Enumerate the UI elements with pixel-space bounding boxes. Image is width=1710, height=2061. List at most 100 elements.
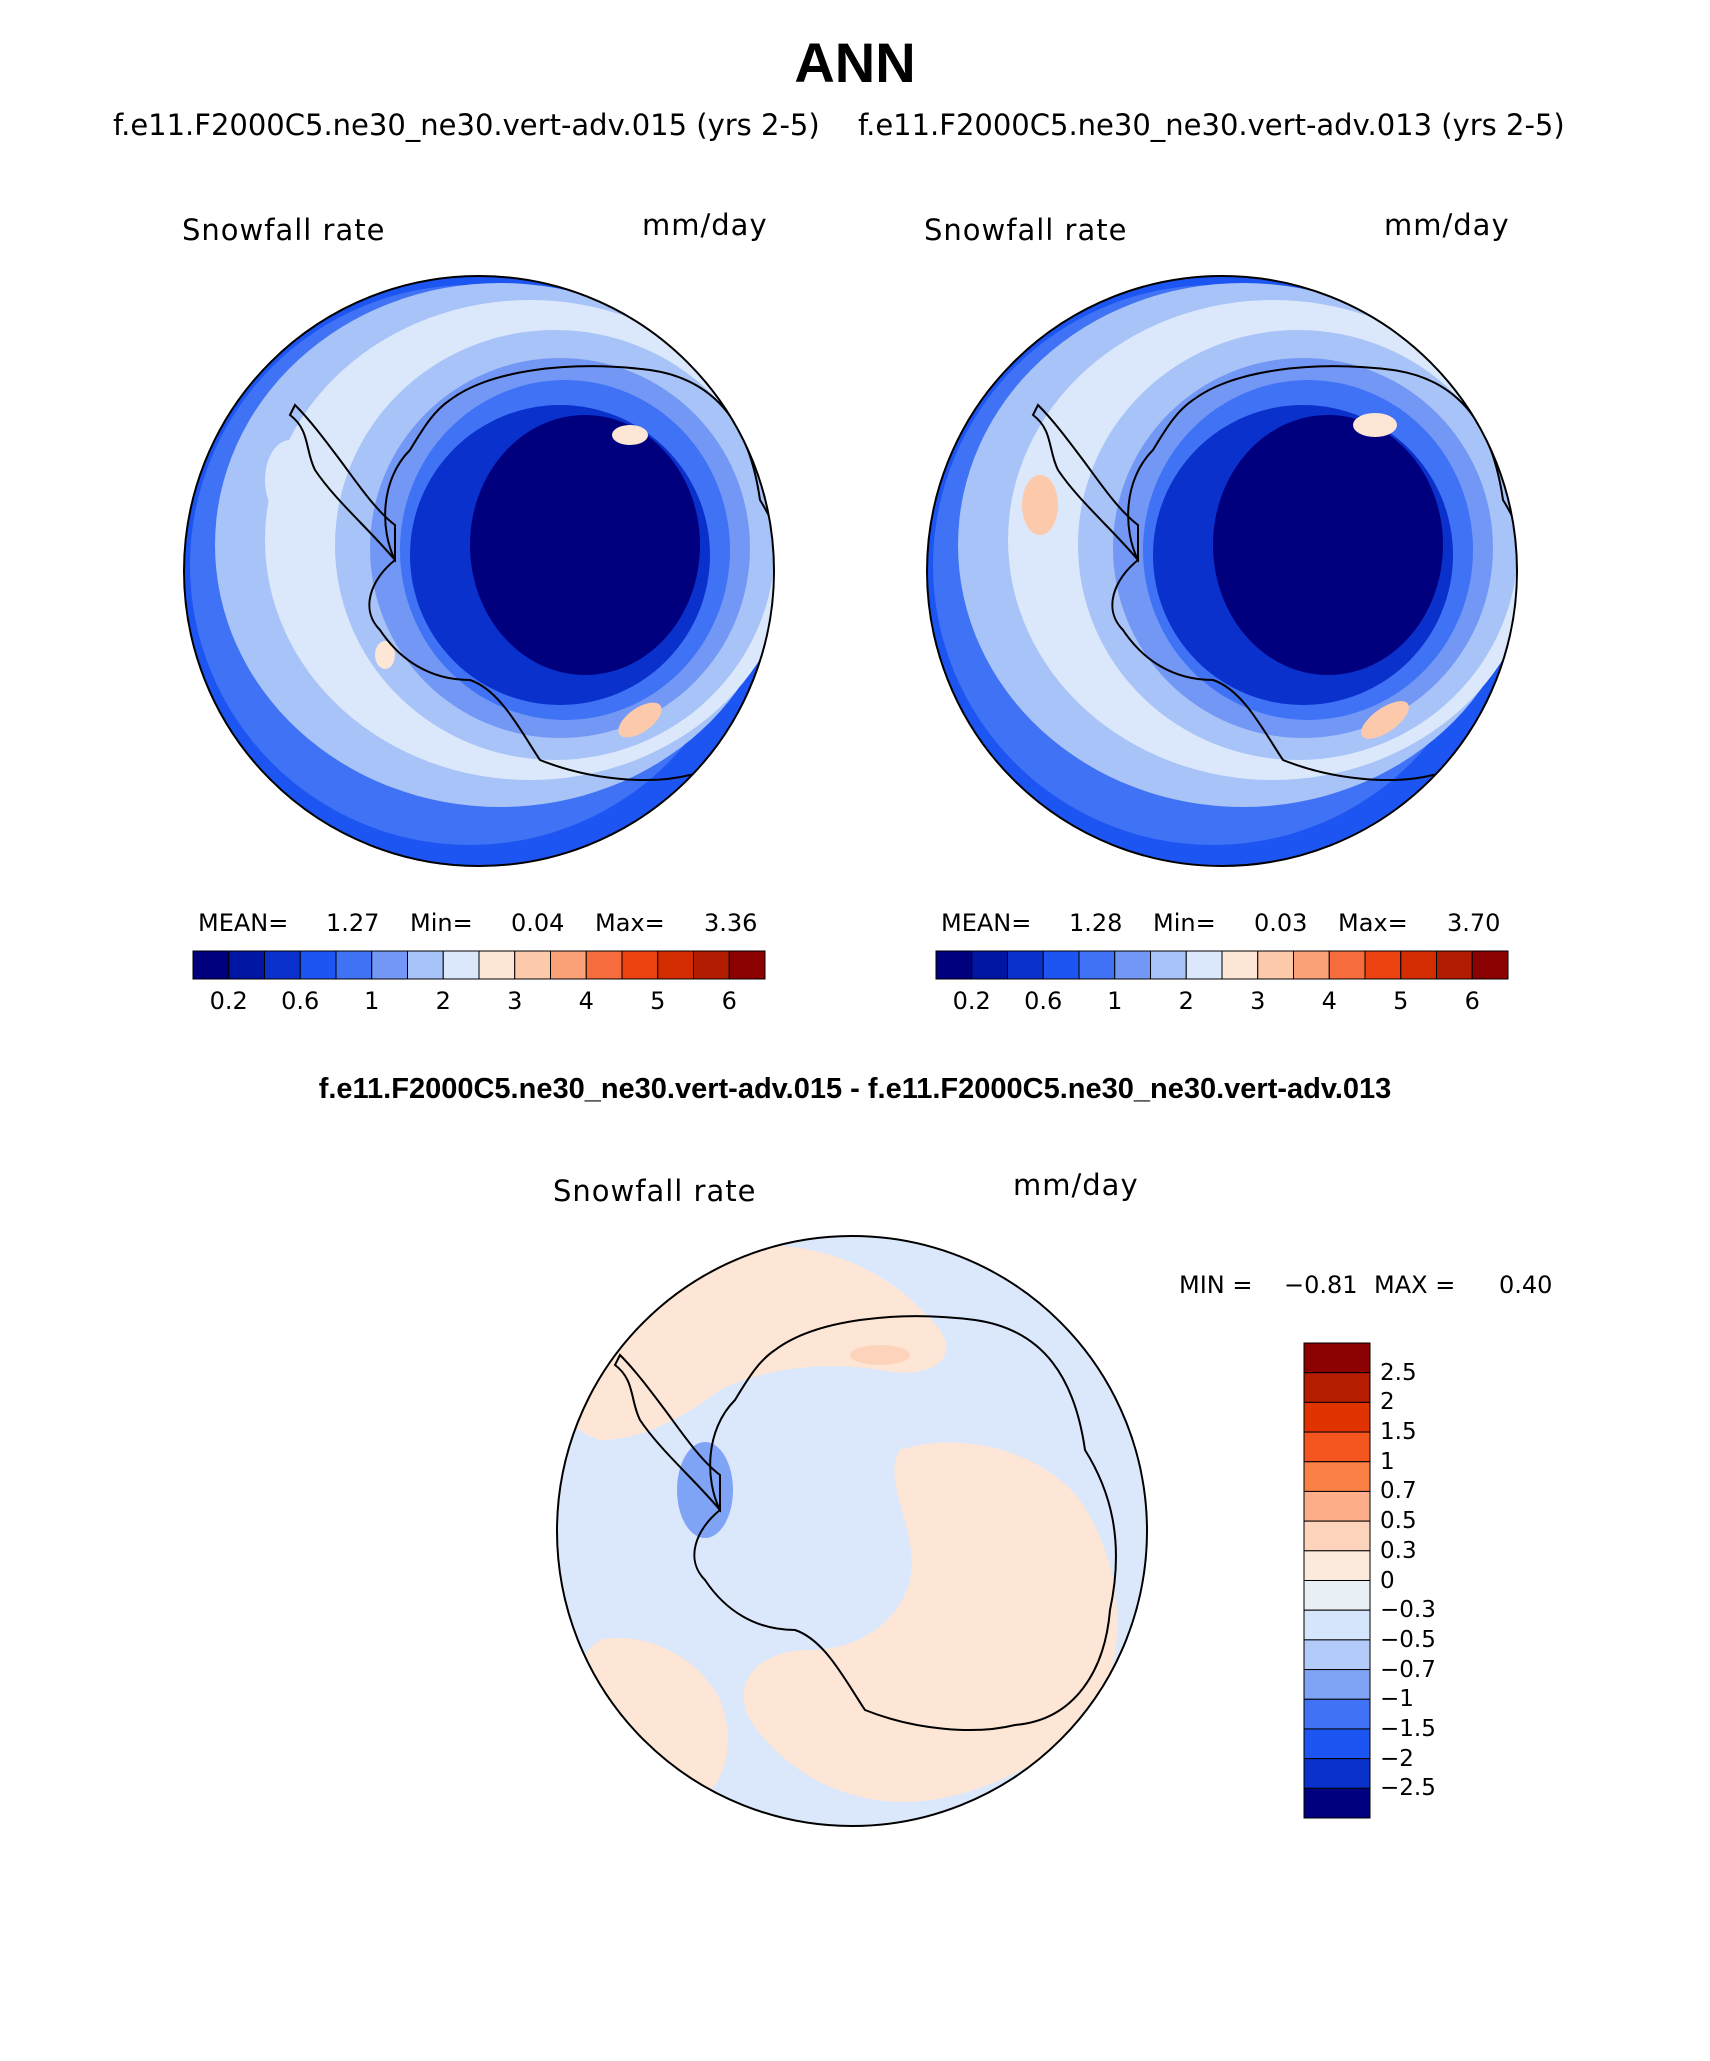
panel2-min-label: Min=	[1153, 909, 1216, 937]
panel2-colorbar-box	[1042, 950, 1080, 980]
panel1-colorbar-box	[371, 950, 408, 980]
difference-colorbar-box	[1303, 1728, 1371, 1760]
warm-patch-1	[618, 702, 662, 738]
panel2-colorbar-tick-label: 3	[1250, 987, 1266, 1015]
panel2-colorbar-tick-label: 0.2	[952, 987, 991, 1015]
panel1-colorbar	[192, 950, 766, 980]
difference-colorbar-box	[1303, 1669, 1371, 1700]
panel1-colorbar-box	[299, 950, 337, 980]
panel2-colorbar-tick-label: 1	[1107, 987, 1123, 1015]
difference-min-label: MIN =	[1179, 1271, 1253, 1299]
panel1-colorbar-tick-label: 1	[364, 987, 380, 1015]
panel2-colorbar-box	[1150, 950, 1187, 980]
difference-colorbar-box	[1303, 1580, 1371, 1611]
diff-positive-region-east	[743, 1442, 1118, 1802]
difference-colorbar-tick-label: 0.3	[1380, 1537, 1417, 1564]
panel1-colorbar-box	[657, 950, 694, 980]
panel1-colorbar-tick-label: 0.2	[209, 987, 248, 1015]
warm-patch-2	[612, 425, 648, 445]
figure-title: ANN	[794, 31, 916, 94]
panel2-colorbar-box	[1400, 950, 1437, 980]
difference-map-border	[556, 1235, 1148, 1827]
difference-colorbar-box	[1303, 1520, 1371, 1552]
panel2-units-label: mm/day	[1384, 208, 1510, 242]
panel2-map-border	[926, 275, 1518, 867]
panel2-colorbar-box	[1221, 950, 1259, 980]
difference-colorbar-box	[1303, 1431, 1371, 1463]
panel1-colorbar-box	[442, 950, 480, 980]
difference-variable-label: Snowfall rate	[553, 1174, 757, 1208]
difference-colorbar-box	[1303, 1461, 1371, 1492]
panel2-colorbar-box	[1007, 950, 1044, 980]
panel2-map	[927, 276, 1517, 866]
difference-colorbar	[1303, 1342, 1371, 1819]
difference-colorbar-tick-label: 1.5	[1380, 1419, 1417, 1446]
difference-max-label: MAX =	[1374, 1271, 1456, 1299]
panel1-map-border	[183, 275, 775, 867]
interior-core	[1213, 415, 1443, 675]
panel1-colorbar-box	[693, 950, 730, 980]
difference-colorbar-tick-label: 0.7	[1380, 1478, 1417, 1505]
panel1-colorbar-box	[514, 950, 551, 980]
difference-map	[557, 1236, 1147, 1826]
panel1-units-label: mm/day	[642, 208, 768, 242]
panel1-case-title: f.e11.F2000C5.ne30_ne30.vert-adv.015 (yr…	[113, 108, 820, 142]
panel1-colorbar-tick-label: 6	[721, 987, 737, 1015]
difference-colorbar-box	[1303, 1490, 1371, 1522]
panel1-colorbar-tick-label: 5	[650, 987, 666, 1015]
difference-min-value: −0.81	[1284, 1271, 1358, 1299]
difference-colorbar-box	[1303, 1342, 1371, 1374]
panel1-colorbar-box	[585, 950, 623, 980]
diff-negative-patch	[677, 1442, 733, 1538]
panel2-mean-value: 1.28	[1069, 909, 1123, 937]
panel2-mean-label: MEAN=	[941, 909, 1032, 937]
panel1-mean-value: 1.27	[326, 909, 380, 937]
diff-positive-patch	[850, 1345, 910, 1365]
panel1-colorbar-box	[621, 950, 659, 980]
difference-colorbar-tick-label: 1	[1380, 1448, 1395, 1475]
panel2-colorbar-tick-label: 2	[1178, 987, 1194, 1015]
interior-core	[470, 415, 700, 675]
panel1-min-label: Min=	[410, 909, 473, 937]
panel1-colorbar-tick-label: 0.6	[281, 987, 320, 1015]
difference-colorbar-tick-label: −1.5	[1380, 1715, 1436, 1742]
warm-patch-2	[1353, 413, 1397, 437]
warm-patch-1	[1361, 701, 1409, 739]
panel1-colorbar-box	[407, 950, 444, 980]
panel1-colorbar-box	[228, 950, 265, 980]
difference-colorbar-box	[1303, 1609, 1371, 1641]
difference-colorbar-box	[1303, 1401, 1371, 1433]
difference-colorbar-tick-label: 0	[1380, 1567, 1395, 1594]
warm-patch-3	[375, 641, 395, 669]
difference-colorbar-tick-label: 0.5	[1380, 1508, 1417, 1535]
panel2-colorbar-tick-label: 4	[1321, 987, 1337, 1015]
panel1-colorbar-box	[728, 950, 766, 980]
difference-colorbar-tick-label: −2	[1380, 1745, 1414, 1772]
difference-colorbar-box	[1303, 1698, 1371, 1730]
panel1-colorbar-box	[550, 950, 587, 980]
panel2-colorbar-box	[1078, 950, 1116, 980]
panel1-colorbar-box	[264, 950, 301, 980]
difference-colorbar-tick-label: −0.7	[1380, 1656, 1436, 1683]
panel2-colorbar-tick-label: 0.6	[1024, 987, 1063, 1015]
difference-colorbar-box	[1303, 1758, 1371, 1789]
panel2-colorbar	[935, 950, 1509, 980]
panel2-case-title: f.e11.F2000C5.ne30_ne30.vert-adv.013 (yr…	[858, 108, 1565, 142]
panel2-colorbar-box	[971, 950, 1008, 980]
panel2-colorbar-box	[1364, 950, 1402, 980]
panel1-variable-label: Snowfall rate	[182, 213, 386, 247]
difference-colorbar-box	[1303, 1787, 1371, 1819]
panel2-min-value: 0.03	[1254, 909, 1308, 937]
panel2-colorbar-box	[1471, 950, 1509, 980]
difference-colorbar-box	[1303, 1550, 1371, 1581]
difference-title: f.e11.F2000C5.ne30_ne30.vert-adv.015 - f…	[318, 1073, 1392, 1105]
difference-colorbar-tick-label: −0.5	[1380, 1626, 1436, 1653]
panel2-colorbar-box	[1185, 950, 1223, 980]
panel1-map	[184, 276, 774, 866]
difference-colorbar-tick-label: −2.5	[1380, 1775, 1436, 1802]
panel1-max-value: 3.36	[704, 909, 758, 937]
panel2-colorbar-box	[1257, 950, 1294, 980]
panel1-mean-label: MEAN=	[198, 909, 289, 937]
panel2-colorbar-box	[1114, 950, 1151, 980]
